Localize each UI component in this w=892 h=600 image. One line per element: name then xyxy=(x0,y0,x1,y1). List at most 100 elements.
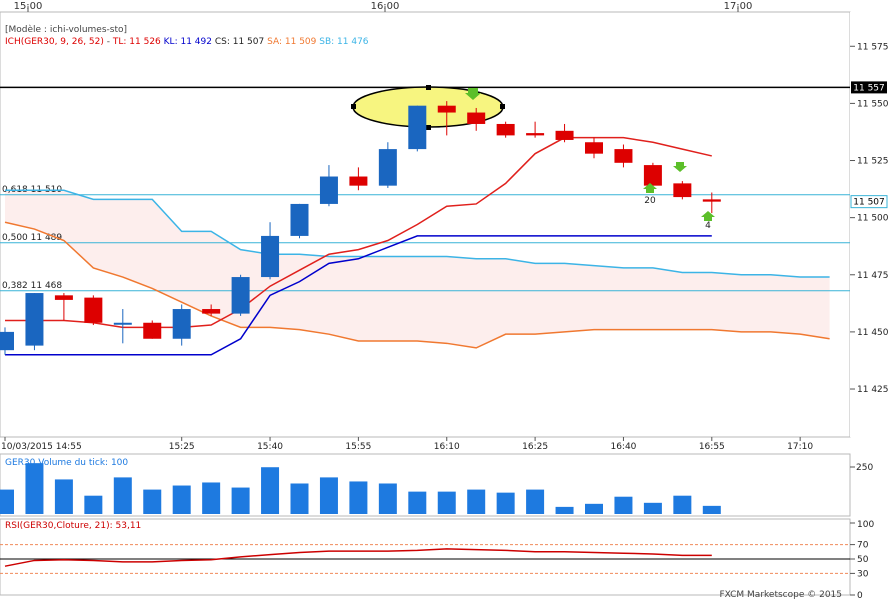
candle-body xyxy=(643,165,662,186)
fib-label: 0,500 11 489 xyxy=(2,233,62,243)
rsi-line xyxy=(4,548,712,567)
candle xyxy=(349,167,368,191)
candle xyxy=(202,304,221,316)
candle-body xyxy=(496,123,515,136)
volume-bars xyxy=(0,463,721,514)
high-price-badge xyxy=(851,81,887,94)
top-axis-label: 17:00 xyxy=(724,1,753,12)
signal-arrows: 20 4 xyxy=(465,88,715,231)
ellipse-annotation[interactable] xyxy=(351,85,505,130)
tl-value: TL: 11 526 xyxy=(112,37,161,47)
cs-value: CS: 11 507 xyxy=(215,37,264,47)
ellipse-handle[interactable] xyxy=(500,104,505,109)
top-axis-label: 15:00 xyxy=(14,1,43,12)
candle xyxy=(54,293,73,321)
time-tick-label: 15:40 xyxy=(257,442,283,452)
candle-body xyxy=(702,199,721,202)
time-tick-label: 10/03/2015 14:55 xyxy=(1,442,82,452)
volume-title: GER30 Volume du tick: 100 xyxy=(5,458,128,468)
candle-body xyxy=(437,105,456,113)
candle-body xyxy=(0,331,14,351)
volume-bar xyxy=(202,482,221,514)
candle xyxy=(496,121,515,138)
candle xyxy=(143,320,162,339)
model-label: [Modèle : ichi-volumes-sto] xyxy=(5,24,127,35)
candle xyxy=(614,144,633,168)
candle-body xyxy=(84,297,103,323)
ellipse-handle[interactable] xyxy=(351,104,356,109)
volume-bar xyxy=(84,495,103,514)
time-tick-label: 16:55 xyxy=(699,442,725,452)
rsi-tick-label: 30 xyxy=(857,569,869,579)
top-time-axis: 15:00 16:00 17:00 xyxy=(14,1,753,12)
time-tick-label: 16:25 xyxy=(522,442,548,452)
candle-body xyxy=(172,309,191,339)
price-tick-label: 11 475 xyxy=(857,271,889,281)
volume-bar xyxy=(408,491,427,514)
volume-bar xyxy=(113,477,132,514)
candle xyxy=(408,105,427,152)
rsi-tick-label: 70 xyxy=(857,541,869,551)
rsi-tick-label: 50 xyxy=(857,555,869,565)
fib-label: 0,382 11 468 xyxy=(2,281,62,291)
time-axis: 10/03/2015 14:55 15:25 15:40 15:55 16:10 16:2… xyxy=(1,437,813,452)
candle-body xyxy=(614,149,633,163)
rsi-tick-label: 100 xyxy=(857,520,874,530)
ellipse-handle[interactable] xyxy=(426,85,431,90)
candle xyxy=(261,222,280,280)
volume-bar xyxy=(643,502,662,514)
time-tick-label: 15:25 xyxy=(169,442,195,452)
kijun-line xyxy=(5,235,712,356)
price-tick-label: 11 575 xyxy=(857,42,889,52)
time-tick-label: 16:10 xyxy=(434,442,460,452)
ellipse-handle[interactable] xyxy=(426,125,431,130)
legend-sep: - xyxy=(107,37,113,47)
volume-bar xyxy=(25,463,44,514)
sb-value: SB: 11 476 xyxy=(319,37,369,47)
rsi-indicator xyxy=(0,544,850,574)
candle-body xyxy=(673,183,692,198)
candle xyxy=(437,101,456,136)
volume-title-prefix: GER30 xyxy=(5,458,36,468)
volume-bar xyxy=(614,496,633,514)
signal-count: 4 xyxy=(705,221,711,231)
volume-bar xyxy=(349,481,368,514)
time-tick-label: 16:40 xyxy=(610,442,636,452)
volume-bar xyxy=(585,503,603,514)
volume-axis-label: 250 xyxy=(856,463,873,473)
candle xyxy=(673,181,692,200)
volume-bar xyxy=(172,485,191,514)
span-a-line xyxy=(4,221,830,349)
candle-body xyxy=(231,277,250,314)
rsi-panel xyxy=(0,518,851,596)
candles-over-annotation xyxy=(408,101,486,152)
candle-body xyxy=(143,322,162,339)
candle xyxy=(84,295,103,326)
rsi-axis: 100 70 50 30 0 xyxy=(850,520,874,600)
price-tick-label: 11 425 xyxy=(857,385,889,395)
candle xyxy=(290,203,309,239)
sa-value: SA: 11 509 xyxy=(267,37,317,47)
candle-body xyxy=(319,176,338,204)
buy-arrow-icon xyxy=(701,211,715,221)
candle xyxy=(231,274,250,316)
volume-bar xyxy=(231,487,250,514)
volume-bar xyxy=(319,477,338,514)
candle xyxy=(585,137,603,159)
last-price-badge xyxy=(850,195,888,209)
volume-bar xyxy=(496,492,515,514)
price-tick-label: 11 450 xyxy=(857,328,889,338)
volume-title-suffix: Volume du tick: 100 xyxy=(38,458,128,468)
candle xyxy=(0,327,14,355)
volume-bar xyxy=(290,483,309,514)
footer-credit: FXCM Marketscope © 2015 xyxy=(719,590,842,600)
candle xyxy=(319,165,338,207)
last-price-badge-text: 11 507 xyxy=(853,198,885,208)
candle-body xyxy=(555,130,574,140)
volume-bar xyxy=(467,489,486,514)
kl-value: KL: 11 492 xyxy=(164,37,212,47)
volume-bar xyxy=(54,479,73,514)
candle xyxy=(113,309,132,344)
candle-body xyxy=(54,295,73,300)
candle xyxy=(172,304,191,346)
